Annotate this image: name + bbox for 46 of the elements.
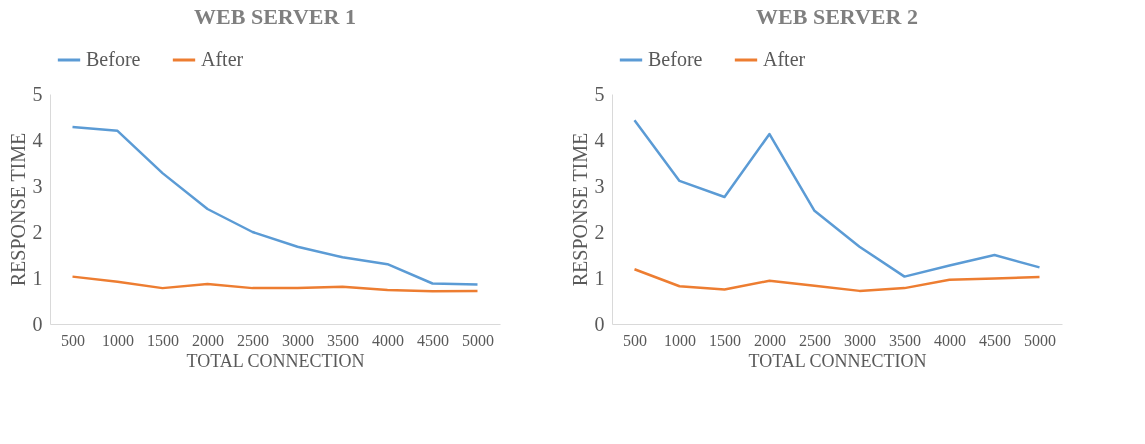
line-series [633,118,1041,278]
y-tick-label: 4 [594,128,605,151]
x-tick-label: 2000 [192,331,224,349]
x-tick-label: 4000 [372,331,404,349]
x-axis-title: TOTAL CONNECTION [748,350,927,371]
x-tick-label: 2000 [754,331,786,349]
y-tick-label: 0 [594,312,605,335]
line-series [71,125,479,286]
x-tick-label: 5000 [1024,331,1056,349]
y-tick-label: 3 [594,174,605,197]
x-tick-label: 2500 [799,331,831,349]
x-tick-label: 1000 [664,331,696,349]
x-tick-label: 4500 [417,331,449,349]
x-tick-label: 2500 [237,331,269,349]
x-tick-label: 5000 [462,331,494,349]
x-axis-title: TOTAL CONNECTION [186,350,365,371]
legend-label: Before [648,48,703,70]
line-series [633,268,1041,293]
y-tick-label: 1 [32,266,43,289]
x-tick-label: 3500 [327,331,359,349]
line-series [71,275,479,293]
y-tick-label: 5 [32,82,43,105]
x-tick-label: 3000 [844,331,876,349]
y-tick-label: 0 [32,312,43,335]
legend-label: Before [86,48,141,70]
y-axis-title: RESPONSE TIME [6,132,29,287]
chart-title: WEB SERVER 1 [194,4,356,29]
chart-title: WEB SERVER 2 [756,4,918,29]
x-tick-label: 4000 [934,331,966,349]
x-tick-label: 1000 [102,331,134,349]
y-tick-label: 1 [594,266,605,289]
y-tick-label: 4 [32,128,43,151]
x-tick-label: 3500 [889,331,921,349]
y-axis-title: RESPONSE TIME [568,132,591,287]
y-tick-label: 3 [32,174,43,197]
x-tick-label: 3000 [282,331,314,349]
x-tick-label: 4500 [979,331,1011,349]
y-tick-label: 2 [32,220,43,243]
x-tick-label: 1500 [709,331,741,349]
y-tick-label: 2 [594,220,605,243]
x-tick-label: 1500 [147,331,179,349]
legend-label: After [201,48,244,70]
x-tick-label: 500 [61,331,85,349]
legend-label: After [763,48,806,70]
y-tick-label: 5 [594,82,605,105]
x-tick-label: 500 [623,331,647,349]
